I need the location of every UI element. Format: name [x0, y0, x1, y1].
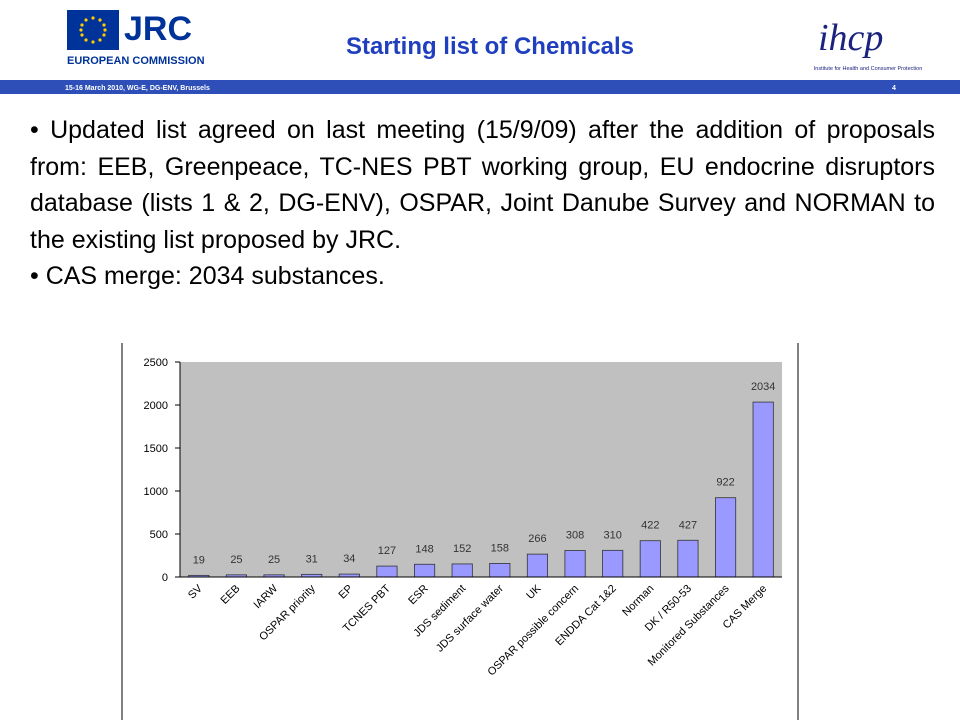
bar — [752, 401, 774, 578]
x-tick-label: JDS surface water — [434, 582, 506, 654]
value-label: 427 — [679, 519, 697, 531]
bar — [451, 563, 473, 578]
value-label: 25 — [230, 554, 242, 566]
x-tick-label: EP — [337, 583, 356, 602]
x-tick-label: EEB — [219, 583, 243, 607]
x-tick-label: UK — [524, 582, 544, 602]
header-band — [0, 80, 960, 94]
bar — [376, 565, 398, 578]
bullets: • Updated list agreed on last meeting (1… — [30, 112, 935, 295]
logo-sub: EUROPEAN COMMISSION — [67, 55, 205, 67]
value-label: 152 — [453, 543, 471, 555]
y-tick-label: 0 — [162, 572, 168, 584]
bar — [414, 563, 436, 578]
bar — [677, 539, 699, 578]
logo-ihcp: ihcp — [818, 17, 883, 59]
y-tick-label: 2500 — [144, 357, 168, 369]
bar — [489, 563, 511, 578]
bullet: • CAS merge: 2034 substances. — [30, 262, 385, 291]
eu-flag — [67, 10, 119, 50]
bar — [564, 550, 586, 578]
logo-jrc: JRC — [124, 10, 192, 48]
meeting: 15-16 March 2010, WG-E, DG-ENV, Brussels — [65, 85, 210, 92]
bar — [639, 540, 661, 578]
x-tick-label: Norman — [620, 583, 656, 619]
value-label: 266 — [528, 533, 546, 545]
value-label: 422 — [641, 520, 659, 532]
eu-stars — [79, 16, 107, 44]
value-label: 308 — [566, 530, 584, 542]
value-label: 158 — [491, 542, 509, 554]
page-number: 4 — [892, 85, 896, 92]
y-tick-label: 2000 — [144, 400, 168, 412]
value-label: 2034 — [751, 381, 775, 393]
y-tick-label: 1500 — [144, 443, 168, 455]
value-label: 922 — [716, 477, 734, 489]
value-label: 127 — [378, 545, 396, 557]
value-label: 19 — [193, 554, 205, 566]
x-tick-label: IARW — [252, 582, 281, 611]
bar — [602, 549, 624, 578]
y-tick-label: 500 — [150, 529, 168, 541]
value-label: 31 — [306, 553, 318, 565]
slide-title: Starting list of Chemicals — [346, 33, 634, 60]
logo-ihcp-sub: Institute for Health and Consumer Protec… — [814, 66, 923, 72]
bar — [526, 553, 548, 578]
x-tick-label: ESR — [406, 583, 431, 608]
value-label: 34 — [343, 553, 355, 565]
value-label: 148 — [415, 543, 433, 555]
x-tick-label: SV — [186, 582, 205, 601]
value-label: 310 — [604, 529, 622, 541]
bullet: • Updated list agreed on last meeting (1… — [30, 116, 935, 254]
bar — [715, 497, 737, 578]
value-label: 25 — [268, 554, 280, 566]
y-tick-label: 1000 — [144, 486, 168, 498]
